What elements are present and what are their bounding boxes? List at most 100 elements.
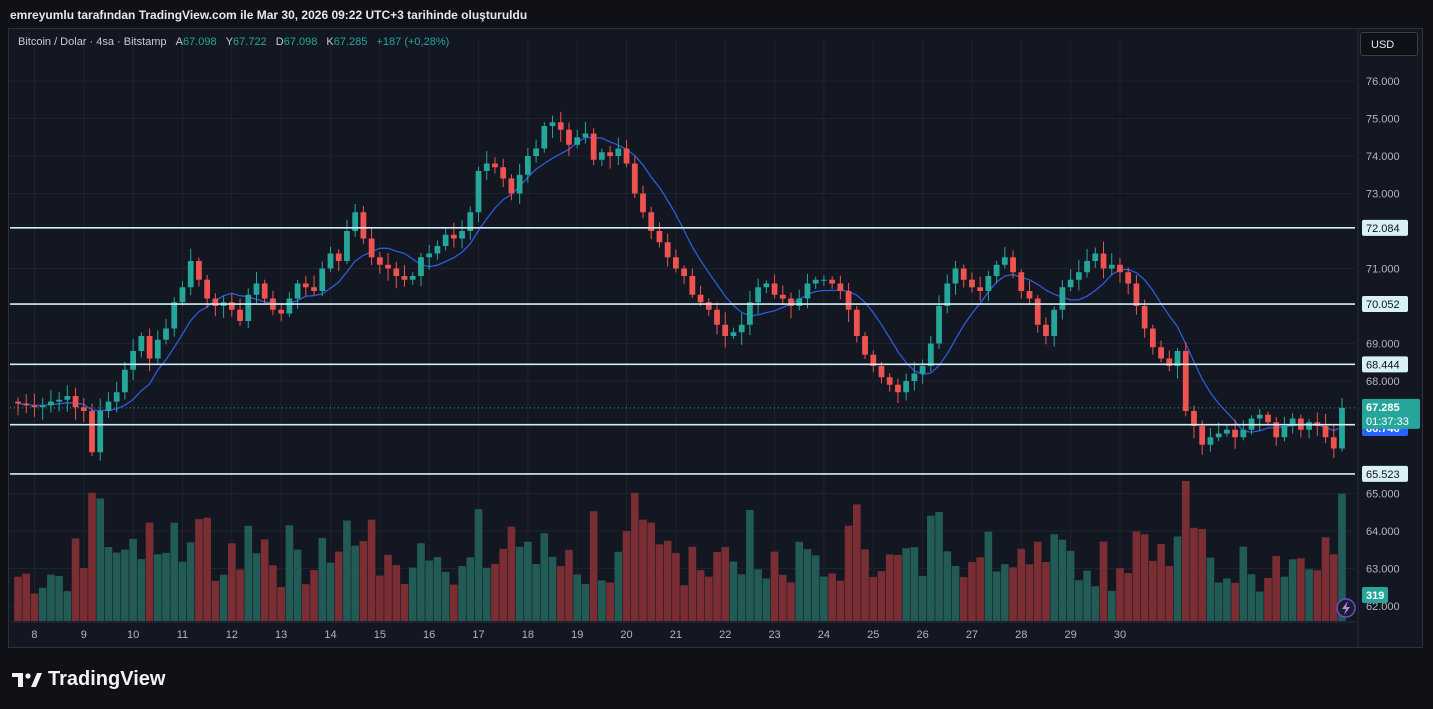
volume-bar xyxy=(1165,566,1174,621)
volume-bar xyxy=(935,512,943,621)
volume-bar xyxy=(310,570,318,621)
volume-bar xyxy=(614,551,623,621)
volume-bar xyxy=(244,525,253,621)
candle-body xyxy=(204,279,211,299)
level-price-tag-label: 68.444 xyxy=(1366,359,1400,371)
volume-bar xyxy=(351,545,359,621)
candle-body xyxy=(335,253,342,261)
volume-bar xyxy=(343,520,351,621)
candle-body xyxy=(516,174,523,194)
moving-average-line xyxy=(17,136,1343,433)
candle-body xyxy=(311,287,317,291)
candle-body xyxy=(1117,264,1123,273)
volume-bar xyxy=(1050,534,1058,621)
volume-bar xyxy=(1124,573,1132,621)
candle-body xyxy=(615,148,622,156)
price-axis-label: 63.000 xyxy=(1366,564,1400,576)
candle-body xyxy=(648,212,655,231)
candle-body xyxy=(779,294,786,299)
volume-bar xyxy=(778,574,787,621)
volume-bar xyxy=(474,509,483,621)
volume-bar xyxy=(844,525,853,621)
volume-bar xyxy=(376,575,384,621)
level-price-tag xyxy=(1362,356,1408,373)
volume-bar xyxy=(581,584,590,621)
candle-body xyxy=(105,401,112,411)
candle-body xyxy=(475,171,482,213)
volume-bar xyxy=(47,574,55,621)
candle-body xyxy=(1207,437,1214,445)
time-axis-label: 20 xyxy=(620,629,632,641)
volume-bar xyxy=(178,561,187,621)
volume-bar xyxy=(655,544,664,621)
candle-body xyxy=(179,287,186,303)
volume-bar xyxy=(104,547,113,621)
candle-body xyxy=(508,178,515,194)
volume-bar xyxy=(1001,564,1009,621)
volume-bar xyxy=(1255,591,1264,621)
volume-bar xyxy=(129,538,137,621)
volume-bar xyxy=(1206,557,1215,621)
candle-body xyxy=(549,122,556,126)
price-axis-label: 73.000 xyxy=(1366,189,1400,201)
volume-bar xyxy=(927,515,935,621)
volume-bar xyxy=(877,571,886,621)
volume-bar xyxy=(145,522,154,621)
candle-body xyxy=(969,279,975,288)
candle-body xyxy=(113,392,120,402)
last-price-tag-label: 67.285 xyxy=(1366,402,1400,414)
volume-bar xyxy=(236,569,244,621)
candle-body xyxy=(196,261,202,280)
volume-bar xyxy=(326,562,335,621)
volume-bar xyxy=(1305,569,1313,621)
volume-bar xyxy=(96,498,105,621)
volume-bar xyxy=(721,547,730,621)
volume-bar xyxy=(902,548,910,621)
candle-body xyxy=(895,384,901,393)
low-label: D xyxy=(275,36,284,48)
volume-bar xyxy=(1042,561,1050,621)
candle-body xyxy=(1092,253,1099,261)
open-value: 67.098 xyxy=(182,36,217,48)
time-axis-label: 17 xyxy=(472,629,484,641)
volume-bar xyxy=(137,559,146,621)
volume-bar xyxy=(1149,560,1157,621)
level-price-tag-label: 65.523 xyxy=(1366,469,1400,481)
volume-bar xyxy=(787,582,795,621)
time-axis-label: 15 xyxy=(374,629,386,641)
candle-body xyxy=(607,152,613,156)
volume-bar xyxy=(450,584,458,621)
candle-body xyxy=(64,396,71,400)
time-axis-label: 8 xyxy=(31,629,37,641)
volume-bar xyxy=(968,562,976,621)
candle-body xyxy=(878,366,885,378)
volume-bar xyxy=(1338,493,1346,621)
volume-bar xyxy=(524,541,532,621)
volume-bar xyxy=(367,519,376,621)
volume-bar xyxy=(260,539,269,621)
symbol-title[interactable]: Bitcoin / Dolar · 4sa · Bitstamp xyxy=(18,36,167,48)
candle-body xyxy=(533,148,539,156)
volume-bar xyxy=(302,584,310,621)
volume-bar xyxy=(277,586,285,621)
volume-bar xyxy=(22,573,31,621)
volume-bar xyxy=(441,571,450,621)
close-label: K xyxy=(326,36,334,48)
candle-body xyxy=(122,369,128,393)
volume-bar xyxy=(458,566,466,621)
volume-bar xyxy=(1297,558,1305,621)
volume-bar xyxy=(713,551,721,621)
volume-bar xyxy=(1091,586,1100,621)
currency-button[interactable]: USD xyxy=(1360,32,1418,56)
candle-countdown-label: 01:37:33 xyxy=(1366,416,1409,428)
volume-bar xyxy=(1247,574,1256,621)
candle-body xyxy=(1289,418,1296,426)
volume-bar xyxy=(112,552,121,621)
candle-body xyxy=(837,283,844,291)
candle-body xyxy=(1133,283,1140,306)
volume-bar xyxy=(1231,582,1239,621)
volume-bar xyxy=(285,525,294,621)
volume-bar xyxy=(507,526,516,621)
volume-bar xyxy=(491,564,499,621)
